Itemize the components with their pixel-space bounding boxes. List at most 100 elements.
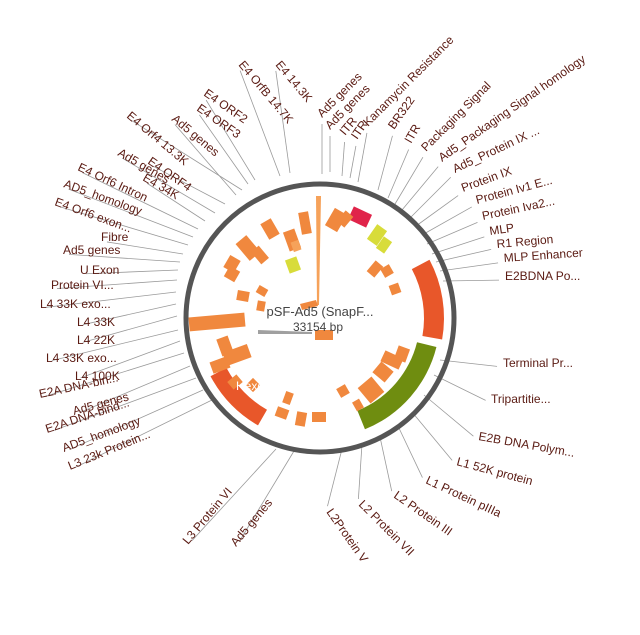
e4-orf-block: [284, 256, 302, 274]
leader-line: [68, 188, 194, 238]
feature-arrow: [366, 260, 384, 278]
feature-label: L4 33K exo...: [40, 297, 111, 311]
leader-line: [239, 70, 281, 177]
feature-arrow: [223, 265, 241, 283]
e2b-dnapol-arc: [411, 259, 444, 340]
feature-arrow: [260, 218, 280, 240]
feature-label: L1 52K protein: [455, 454, 534, 488]
leader-line: [275, 70, 291, 174]
leader-line: [439, 262, 499, 272]
leader-line: [442, 279, 500, 282]
feature-label: R1 Region: [496, 232, 554, 251]
feature-arrow: [298, 211, 312, 235]
feature-arrow: [255, 285, 269, 297]
leader-line: [79, 365, 191, 414]
orf-spoke: [316, 196, 321, 305]
leader-line: [349, 145, 357, 179]
feature-arrow: [274, 406, 290, 420]
feature-label: E2BDNA Po...: [505, 269, 580, 283]
leader-line: [394, 156, 424, 205]
leader-line: [45, 291, 177, 308]
feature-arrow: [222, 343, 252, 367]
feature-arrow: [380, 350, 404, 370]
hexon-arc: [210, 367, 267, 426]
feature-arrow: [188, 312, 246, 332]
feature-arrow: [245, 377, 261, 393]
feature-label: L3 Protein VI: [180, 485, 235, 547]
leader-line: [327, 448, 343, 507]
leader-line: [152, 165, 226, 205]
leader-line: [401, 166, 439, 211]
leader-line: [130, 119, 243, 191]
feature-arrows: [188, 196, 444, 430]
feature-arrow: [227, 374, 243, 390]
leader-line: [423, 394, 474, 437]
feature-label: L4 33K exo...: [46, 351, 117, 365]
feature-arrow: [312, 412, 326, 422]
leader-line: [80, 340, 181, 379]
feature-label: Ad5 genes: [63, 243, 120, 257]
backbone-ring: [183, 181, 457, 455]
feature-label: MLP: [488, 221, 514, 238]
feature-label: L4 100K: [75, 369, 120, 383]
feature-arrow: [393, 345, 411, 363]
leader-line: [409, 176, 452, 219]
feature-label: Protein VI...: [51, 278, 114, 292]
leader-line: [205, 99, 256, 181]
feature-arrow: [315, 330, 333, 340]
leader-line: [75, 399, 213, 468]
feature-label: E2B DNA Polym...: [477, 429, 575, 460]
feature-arrow: [380, 264, 394, 278]
leader-line: [85, 269, 179, 275]
feature-arrow: [352, 398, 364, 412]
leader-line: [387, 149, 410, 199]
feature-label: Terminal Pr...: [503, 356, 573, 370]
hexon-label: Hexon: [236, 379, 271, 393]
leader-line: [59, 206, 189, 246]
leader-line: [56, 279, 178, 289]
leader-line: [377, 135, 393, 191]
leader-line: [431, 236, 485, 255]
kanamycin-block: [347, 206, 373, 228]
feature-arrow: [388, 282, 402, 296]
leader-line: [421, 206, 472, 236]
feature-label: Ad5 genes: [228, 496, 276, 549]
leader-line: [146, 182, 206, 222]
e4-small-block: [290, 239, 302, 253]
leader-lines: [45, 70, 500, 543]
packaging-block: [366, 224, 388, 246]
center-arrow: [300, 300, 318, 310]
leader-line: [238, 450, 295, 543]
leader-line: [52, 377, 197, 432]
feature-arrow: [236, 290, 250, 302]
feature-arrow: [282, 390, 294, 406]
map-size: 33154 bp: [293, 320, 343, 334]
map-title: pSF-Ad5 (SnapF...: [267, 304, 374, 319]
leader-line: [199, 114, 249, 185]
terminal-protein-arc: [357, 342, 437, 430]
center-line: [258, 330, 312, 334]
leader-line: [411, 411, 453, 461]
feature-arrow: [357, 376, 385, 404]
leader-line: [357, 132, 368, 183]
leader-line: [379, 436, 393, 492]
leader-line: [82, 315, 178, 343]
leader-line: [397, 425, 423, 478]
leader-line: [51, 329, 179, 361]
leader-line: [69, 389, 204, 450]
leader-line: [121, 157, 216, 214]
feature-label: Fibre: [101, 230, 129, 244]
feature-label: U Exon: [80, 263, 119, 277]
leader-line: [435, 248, 492, 263]
leader-line: [82, 172, 199, 230]
leader-line: [82, 303, 177, 326]
leader-line: [341, 141, 345, 177]
feature-arrow: [336, 384, 350, 398]
leader-line: [68, 254, 181, 263]
feature-label: Tripartitie...: [491, 392, 551, 406]
feature-label: L4 22K: [77, 333, 115, 347]
leader-line: [45, 352, 185, 397]
leader-line: [415, 195, 459, 227]
feature-arrow: [336, 210, 354, 228]
